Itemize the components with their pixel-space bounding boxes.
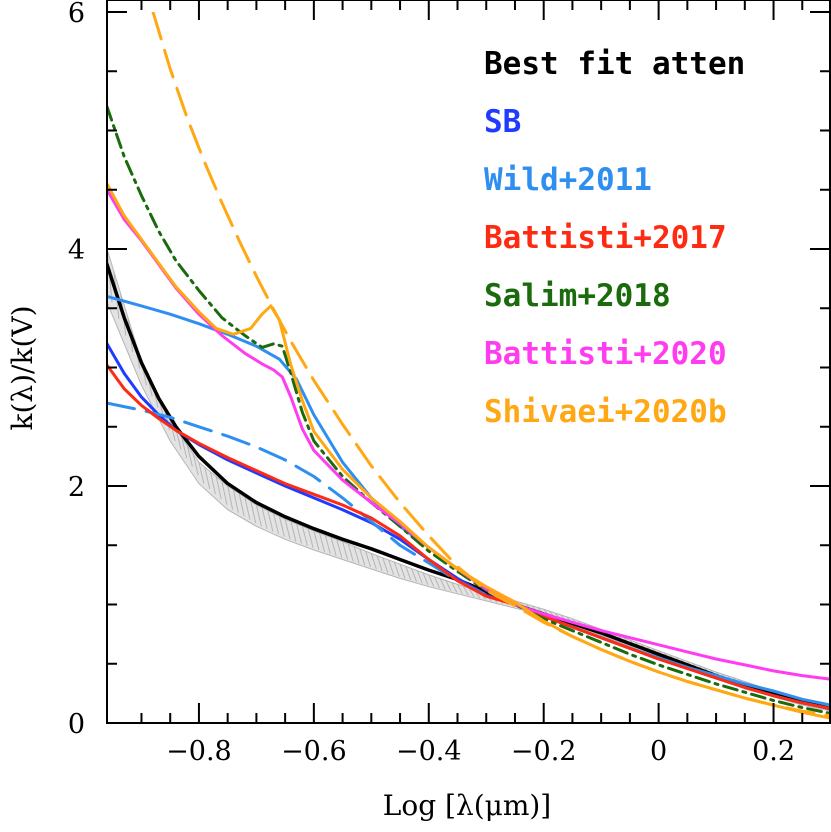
legend-entry: Battisti+2020 — [484, 336, 727, 372]
band-hatch — [457, 584, 463, 595]
x-tick-label: −0.4 — [396, 736, 462, 767]
band-hatch — [181, 437, 188, 459]
legend-entry: Shivaei+2020b — [484, 394, 727, 430]
legend-entry: Battisti+2017 — [484, 220, 727, 256]
band-hatch — [232, 489, 239, 514]
band-hatch — [330, 537, 337, 556]
band-hatch — [238, 493, 245, 517]
band-hatch — [353, 546, 360, 564]
band-hatch — [209, 471, 216, 495]
band-hatch — [416, 570, 423, 584]
band-hatch — [462, 586, 469, 596]
series-lines — [107, 12, 831, 720]
band-hatch — [250, 501, 257, 524]
band-hatch — [451, 582, 458, 593]
band-hatch — [382, 557, 389, 573]
band-hatch — [261, 507, 268, 530]
plot-frame — [106, 0, 831, 724]
legend: Best fit atten SB Wild+2011 Battisti+2017 Sa… — [484, 46, 745, 430]
band-hatch — [342, 541, 349, 560]
band-hatch — [284, 519, 291, 540]
band-hatch — [370, 553, 377, 570]
band-hatch — [278, 516, 285, 537]
uncertainty-band — [107, 248, 831, 712]
band-hatch — [296, 523, 303, 544]
band-hatch — [221, 481, 228, 505]
x-tick-label: −0.6 — [281, 736, 347, 767]
band-hatch — [336, 539, 343, 558]
legend-entry: SB — [484, 104, 521, 140]
band-hatch — [215, 476, 222, 500]
band-hatch — [307, 528, 314, 549]
legend-entry: Wild+2011 — [484, 162, 652, 198]
band-hatch — [428, 574, 435, 587]
band-hatch — [439, 578, 446, 590]
band-hatch — [365, 551, 372, 568]
plot-border — [106, 0, 831, 724]
y-tick-label: 6 — [68, 0, 85, 29]
band-hatch — [227, 485, 234, 510]
band-hatch — [411, 568, 417, 582]
band-hatch — [192, 453, 199, 476]
x-tick-label: 0 — [650, 736, 667, 767]
series-line-battisti-2017 — [107, 363, 831, 711]
band-hatch — [204, 466, 211, 489]
band-hatch — [273, 513, 280, 535]
band-hatch — [468, 587, 475, 597]
series-line-shivaei-2020b-dashed — [151, 12, 831, 718]
legend-entry: Best fit atten — [484, 46, 745, 82]
series-line-battisti-2020 — [107, 188, 831, 681]
band-hatch — [359, 548, 366, 566]
axis-ticks — [107, 0, 830, 724]
y-tick-label: 0 — [68, 709, 85, 740]
best-fit-uncertainty-band — [107, 248, 831, 712]
band-hatch — [347, 543, 354, 562]
band-hatch — [445, 580, 452, 592]
band-hatch — [422, 572, 429, 586]
band-hatch — [301, 526, 308, 546]
band-hatch — [267, 510, 274, 532]
band-hatch — [313, 530, 320, 551]
band-hatch — [434, 576, 440, 589]
band-hatch — [393, 561, 400, 577]
x-tick-label: 0.2 — [752, 736, 795, 767]
x-axis-label: Log [λ(μm)] — [383, 789, 551, 822]
band-hatch — [290, 521, 297, 542]
band-hatch — [255, 504, 262, 527]
x-tick-label: −0.8 — [166, 736, 232, 767]
band-hatch — [399, 564, 406, 579]
band-hatch — [388, 559, 395, 575]
band-hatch — [319, 533, 326, 553]
y-tick-label: 4 — [68, 235, 85, 266]
y-tick-label: 2 — [68, 472, 85, 503]
band-hatch — [324, 535, 331, 554]
tick-labels: −0.8 −0.6 −0.4 −0.2 0 0.2 0 2 4 6 — [68, 0, 795, 767]
band-hatch — [198, 462, 205, 484]
band-hatch — [405, 566, 412, 581]
band-hatch — [376, 555, 383, 571]
band-hatch — [244, 497, 251, 520]
y-axis-label: k(λ)/k(V) — [6, 305, 39, 430]
x-tick-label: −0.2 — [511, 736, 577, 767]
band-hatch — [186, 445, 193, 467]
legend-entry: Salim+2018 — [484, 278, 671, 314]
